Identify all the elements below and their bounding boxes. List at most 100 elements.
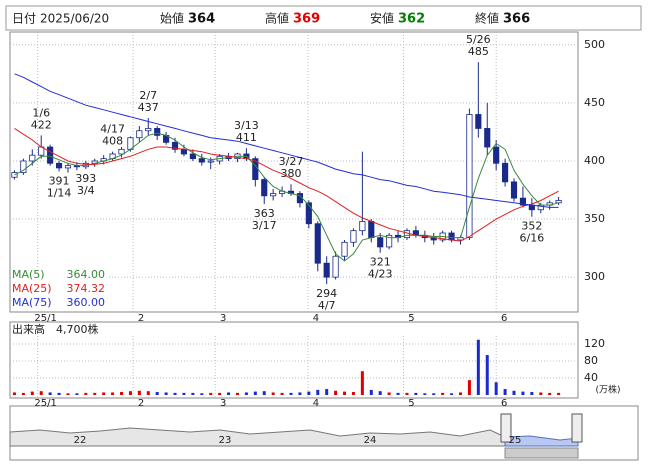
header-value: 366 (503, 12, 530, 27)
y-tick-label: 350 (584, 212, 605, 225)
volume-bar (476, 339, 480, 395)
volume-bar (378, 391, 382, 395)
volume-bar (84, 392, 88, 395)
volume-bar (227, 392, 231, 395)
ma-line (14, 73, 559, 208)
annotation-value: 391 (49, 174, 70, 187)
annotation-value: 485 (468, 45, 489, 58)
volume-bar (494, 382, 498, 395)
volume-bar (316, 389, 320, 395)
volume-bar (39, 391, 43, 395)
header-label: 高値 (265, 11, 289, 26)
annotation-date: 4/23 (368, 268, 393, 281)
volume-bar (530, 392, 534, 395)
volume-panel (9, 321, 579, 399)
y-tick-label: 120 (584, 337, 605, 350)
volume-bar (30, 391, 34, 395)
volume-bar (423, 393, 427, 395)
y-tick-label: 500 (584, 38, 605, 51)
candle-body (189, 153, 196, 160)
navigator-handle-left[interactable] (500, 413, 512, 443)
candle-body (475, 114, 482, 129)
date-label: 日付 (12, 12, 36, 26)
volume-bar (539, 392, 543, 395)
annotation-date: 3/13 (234, 119, 259, 132)
volume-bar (120, 392, 124, 395)
volume-bar (57, 392, 61, 395)
volume-unit: (万株) (595, 384, 620, 396)
candle-body (64, 165, 72, 169)
volume-bar (75, 393, 79, 395)
x-tick-label: 3 (220, 313, 226, 324)
volume-bar (21, 392, 25, 395)
navigator-scroll[interactable] (504, 447, 579, 459)
volume-bar (102, 392, 106, 395)
legend-name: MA(25) (12, 282, 52, 295)
volume-bar (521, 391, 525, 395)
volume-bar (137, 390, 141, 395)
candle-body (377, 237, 384, 248)
annotation-value: 363 (254, 207, 275, 220)
candle-body (332, 255, 339, 278)
x-tick-label: 5 (408, 313, 414, 324)
annotation-value: 352 (521, 220, 542, 233)
annotation-value: 408 (102, 135, 123, 148)
candle-body (323, 262, 330, 278)
volume-bar (512, 390, 516, 395)
volume-bar (262, 391, 266, 395)
legend-value: 360.00 (67, 296, 106, 309)
ma-line (14, 127, 559, 242)
volume-bar (191, 392, 195, 395)
annotation-date: 3/17 (252, 219, 277, 232)
volume-bar (396, 392, 400, 395)
navigator-area (9, 427, 506, 447)
candle-body (484, 128, 491, 148)
volume-bar (182, 392, 186, 395)
header-label: 安値 (370, 11, 394, 26)
volume-bar (271, 392, 275, 395)
x-tick-label: 25/1 (34, 313, 56, 324)
candle-body (118, 148, 125, 155)
candle-body (136, 130, 143, 139)
navigator-handle-right[interactable] (571, 413, 583, 443)
legend-value: 364.00 (67, 268, 106, 281)
volume-bar (93, 392, 97, 395)
volume-bar (298, 392, 302, 395)
header-value: 364 (188, 12, 215, 27)
annotation-date: 4/17 (100, 123, 125, 136)
candle-body (519, 197, 527, 206)
candle-body (305, 202, 312, 225)
volume-bar (432, 393, 436, 395)
volume-bar (325, 389, 329, 395)
y-tick-label: 40 (584, 371, 598, 384)
volume-bar (155, 392, 159, 395)
candle-body (510, 181, 518, 199)
date: 2025/06/20 (40, 12, 109, 26)
x-tick-label: 2 (138, 313, 144, 324)
volume-bar (405, 392, 409, 395)
volume-bar (485, 355, 489, 395)
volume-bar (414, 392, 418, 395)
annotation-value: 321 (370, 256, 391, 269)
annotation-value: 294 (316, 287, 337, 300)
candle-body (502, 162, 509, 183)
candle-body (47, 146, 54, 164)
annotation-date: 1/14 (47, 186, 72, 199)
candle-body (555, 200, 562, 204)
candle-body (11, 172, 18, 178)
volume-bar (289, 392, 293, 395)
volume-bar (209, 392, 213, 395)
volume-bar (146, 391, 150, 395)
candle-body (145, 128, 152, 132)
volume-label: 出来高 (12, 322, 45, 336)
volume-bar (351, 392, 355, 395)
volume-bar (12, 392, 16, 395)
candle-body (448, 232, 455, 241)
x-tick-label: 5 (408, 398, 414, 409)
x-tick-label: 2 (138, 398, 144, 409)
annotation-date: 3/27 (279, 155, 304, 168)
header-value: 369 (293, 12, 320, 27)
candle-body (493, 146, 500, 164)
header-bar (5, 5, 642, 31)
volume-bar (503, 389, 507, 395)
